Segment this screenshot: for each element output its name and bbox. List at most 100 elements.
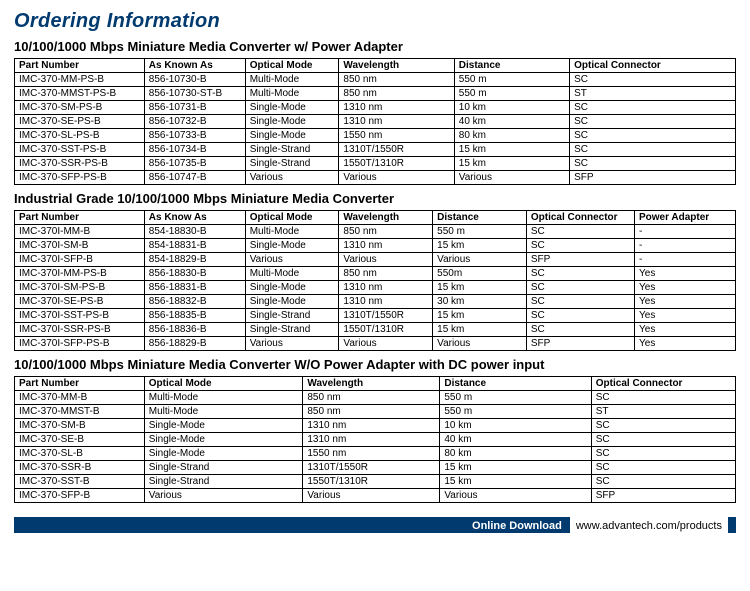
section3-heading: 10/100/1000 Mbps Miniature Media Convert… [14, 357, 736, 372]
table-cell: Yes [635, 323, 736, 337]
table-cell: 856-18836-B [144, 323, 245, 337]
table-cell: 40 km [454, 115, 569, 129]
table-cell: - [635, 239, 736, 253]
download-url[interactable]: www.advantech.com/products [570, 517, 728, 533]
table-cell: IMC-370-SM-PS-B [15, 101, 145, 115]
table-cell: 30 km [433, 295, 527, 309]
table-cell: Single-Mode [245, 239, 339, 253]
table-cell: 856-10735-B [144, 157, 245, 171]
table-cell: IMC-370-SSR-PS-B [15, 157, 145, 171]
table-cell: 856-10732-B [144, 115, 245, 129]
section3-table: Part NumberOptical ModeWavelengthDistanc… [14, 376, 736, 503]
table-cell: 1310 nm [303, 433, 440, 447]
table-row: IMC-370-MM-BMulti-Mode850 nm550 mSC [15, 391, 736, 405]
table-cell: 856-10731-B [144, 101, 245, 115]
table-cell: SC [526, 267, 634, 281]
table-row: IMC-370I-SST-PS-B856-18835-BSingle-Stran… [15, 309, 736, 323]
table-cell: 15 km [433, 323, 527, 337]
table-cell: Various [339, 171, 454, 185]
table-cell: SC [570, 101, 736, 115]
table-cell: IMC-370I-SE-PS-B [15, 295, 145, 309]
table-cell: SC [526, 309, 634, 323]
table-cell: ST [570, 87, 736, 101]
table-cell: IMC-370-SE-B [15, 433, 145, 447]
table-cell: 550 m [454, 87, 569, 101]
table-cell: SC [570, 157, 736, 171]
table-row: IMC-370-MM-PS-B856-10730-BMulti-Mode850 … [15, 73, 736, 87]
table-cell: SC [591, 391, 735, 405]
table-cell: 80 km [440, 447, 591, 461]
section2-heading: Industrial Grade 10/100/1000 Mbps Miniat… [14, 191, 736, 206]
table-cell: 1310 nm [339, 115, 454, 129]
table-cell: Multi-Mode [245, 73, 339, 87]
table-cell: 1310T/1550R [339, 309, 433, 323]
table-cell: SFP [526, 337, 634, 351]
table-row: IMC-370I-SFP-PS-B856-18829-BVariousVario… [15, 337, 736, 351]
table-cell: Single-Mode [144, 419, 303, 433]
table-cell: 850 nm [303, 405, 440, 419]
table-cell: IMC-370-MMST-PS-B [15, 87, 145, 101]
table-row: IMC-370-SSR-BSingle-Strand1310T/1550R15 … [15, 461, 736, 475]
table-cell: IMC-370-SSR-B [15, 461, 145, 475]
table-cell: 1550T/1310R [339, 323, 433, 337]
table-row: IMC-370-SL-PS-B856-10733-BSingle-Mode155… [15, 129, 736, 143]
table-header-cell: As Known As [144, 59, 245, 73]
table-cell: 856-18832-B [144, 295, 245, 309]
table-cell: Various [144, 489, 303, 503]
table-cell: Single-Strand [245, 157, 339, 171]
table-cell: Multi-Mode [245, 225, 339, 239]
table-cell: SC [526, 239, 634, 253]
table-row: IMC-370-SL-BSingle-Mode1550 nm80 kmSC [15, 447, 736, 461]
table-header-cell: Optical Mode [245, 59, 339, 73]
table-cell: 1550T/1310R [303, 475, 440, 489]
table-cell: 856-18830-B [144, 267, 245, 281]
table-header-cell: Optical Mode [144, 377, 303, 391]
table-cell: Multi-Mode [144, 405, 303, 419]
table-cell: 1310T/1550R [303, 461, 440, 475]
table-header-cell: Optical Mode [245, 211, 339, 225]
table-cell: 80 km [454, 129, 569, 143]
table-cell: 856-18831-B [144, 281, 245, 295]
table-cell: 856-18835-B [144, 309, 245, 323]
table-cell: Single-Mode [245, 101, 339, 115]
table-cell: 850 nm [339, 87, 454, 101]
table-cell: Single-Strand [144, 475, 303, 489]
table-cell: 854-18829-B [144, 253, 245, 267]
table-cell: Various [245, 337, 339, 351]
table-cell: IMC-370I-SST-PS-B [15, 309, 145, 323]
table-cell: Single-Mode [144, 447, 303, 461]
table-row: IMC-370-SM-BSingle-Mode1310 nm10 kmSC [15, 419, 736, 433]
table-cell: Various [454, 171, 569, 185]
table-row: IMC-370I-SM-PS-B856-18831-BSingle-Mode13… [15, 281, 736, 295]
table-cell: 850 nm [339, 267, 433, 281]
table-cell: - [635, 225, 736, 239]
table-cell: Various [245, 171, 339, 185]
table-cell: IMC-370-SM-B [15, 419, 145, 433]
table-cell: 1550 nm [339, 129, 454, 143]
table-cell: 40 km [440, 433, 591, 447]
table-cell: Yes [635, 309, 736, 323]
table-header-cell: Optical Connector [570, 59, 736, 73]
table-cell: 1310 nm [339, 239, 433, 253]
table-cell: SFP [591, 489, 735, 503]
table-cell: 1310 nm [339, 101, 454, 115]
table-cell: Various [440, 489, 591, 503]
table-cell: Multi-Mode [245, 87, 339, 101]
table-cell: 850 nm [339, 225, 433, 239]
table-row: IMC-370-SM-PS-B856-10731-BSingle-Mode131… [15, 101, 736, 115]
table-cell: Various [339, 337, 433, 351]
page-title: Ordering Information [14, 10, 736, 33]
table-cell: 856-18829-B [144, 337, 245, 351]
table-cell: Single-Strand [245, 309, 339, 323]
table-header-row: Part NumberOptical ModeWavelengthDistanc… [15, 377, 736, 391]
table-cell: 15 km [433, 281, 527, 295]
table-cell: Various [433, 253, 527, 267]
table-cell: SFP [570, 171, 736, 185]
table-cell: 550 m [440, 405, 591, 419]
table-row: IMC-370I-MM-B854-18830-BMulti-Mode850 nm… [15, 225, 736, 239]
table-cell: Multi-Mode [245, 267, 339, 281]
table-cell: Yes [635, 281, 736, 295]
table-header-cell: Optical Connector [526, 211, 634, 225]
table-row: IMC-370-SFP-BVariousVariousVariousSFP [15, 489, 736, 503]
table-cell: IMC-370I-SM-B [15, 239, 145, 253]
